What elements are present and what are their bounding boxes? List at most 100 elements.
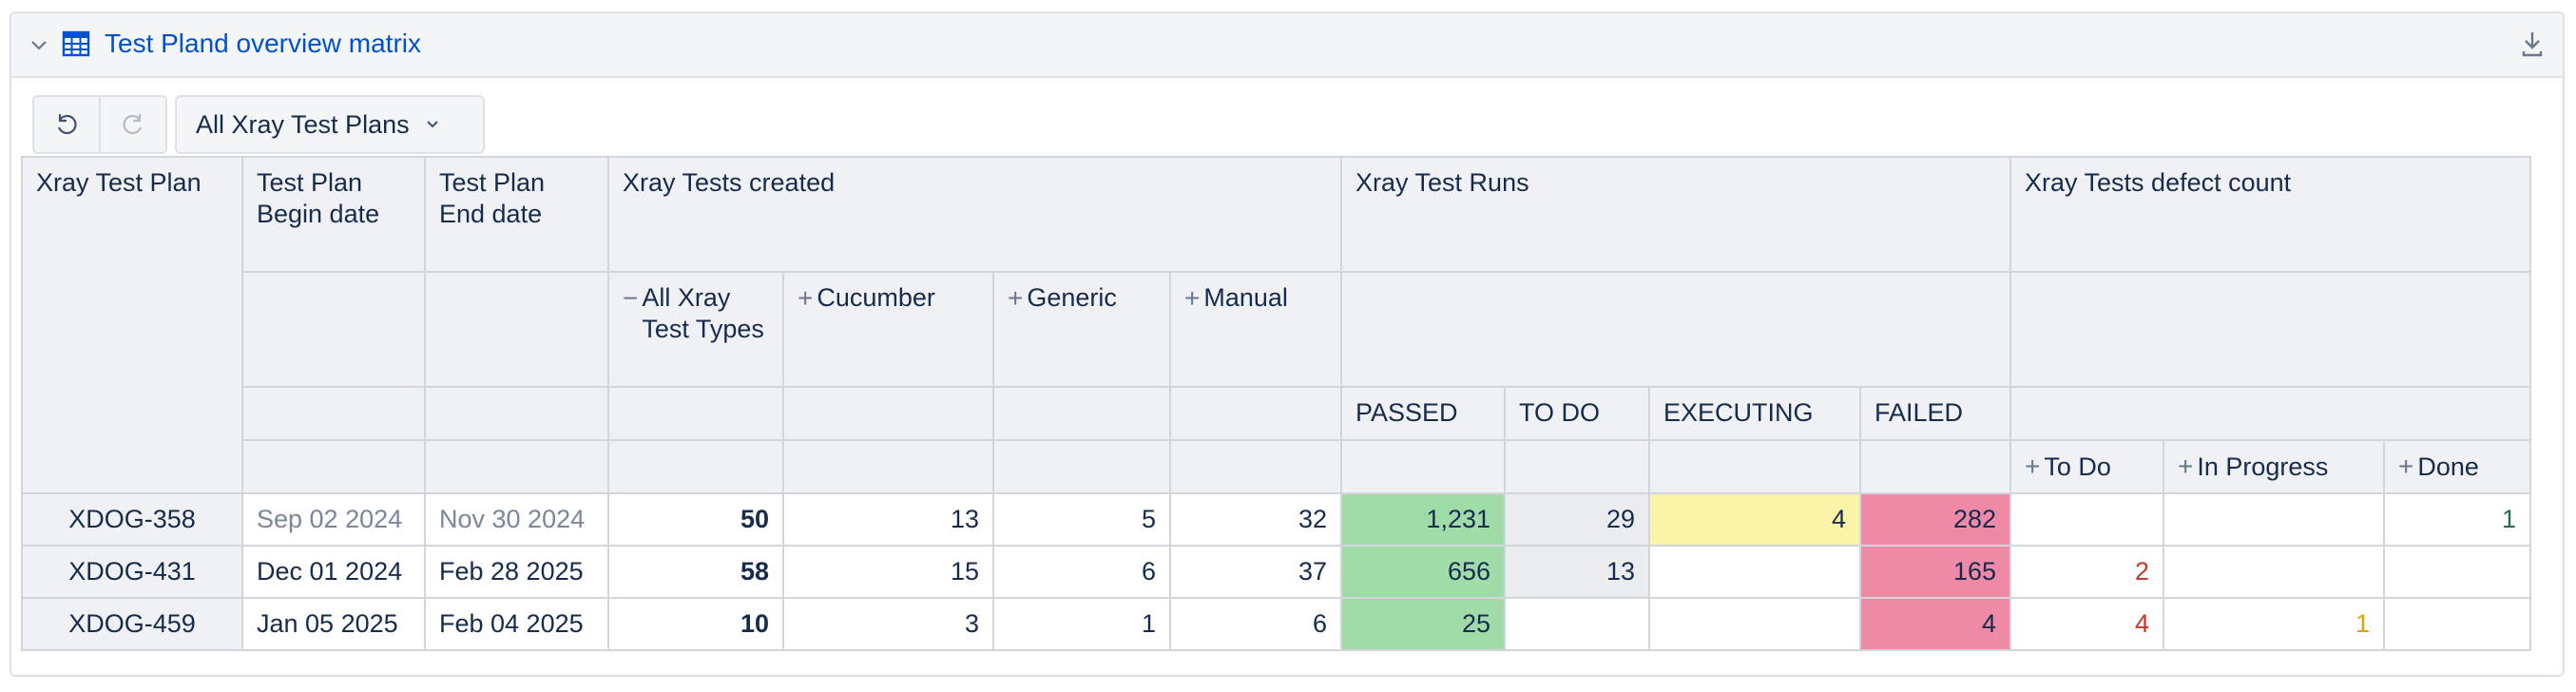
col-header-plan[interactable]: Xray Test Plan: [21, 156, 243, 494]
all-types-cell[interactable]: 10: [607, 597, 784, 651]
empty-header-cell: [241, 439, 426, 494]
col-header-defect-done[interactable]: + Done: [2383, 439, 2531, 494]
todo-cell[interactable]: 29: [1504, 492, 1650, 547]
end-date-cell: Nov 30 2024: [424, 492, 609, 547]
expand-toggle[interactable]: +: [1008, 283, 1024, 313]
empty-header-cell: [241, 386, 426, 441]
chevron-down-icon[interactable]: [29, 34, 49, 55]
col-header-executing[interactable]: EXECUTING: [1648, 386, 1861, 441]
passed-cell[interactable]: 25: [1340, 597, 1506, 651]
empty-header-cell: [1859, 439, 2011, 494]
plan-key-cell[interactable]: XDOG-431: [21, 545, 243, 599]
col-header-tests-created[interactable]: Xray Tests created: [607, 156, 1342, 273]
generic-cell[interactable]: 1: [992, 597, 1171, 651]
empty-header-cell: [607, 439, 784, 494]
col-header-defect-count[interactable]: Xray Tests defect count: [2009, 156, 2531, 273]
cucumber-cell[interactable]: 15: [782, 545, 994, 599]
empty-header-cell: [782, 386, 994, 441]
failed-cell[interactable]: 165: [1859, 545, 2011, 599]
defect-done-cell[interactable]: 1: [2383, 492, 2531, 547]
cucumber-cell[interactable]: 13: [782, 492, 994, 547]
col-header-passed[interactable]: PASSED: [1340, 386, 1506, 441]
executing-cell[interactable]: [1648, 545, 1861, 599]
begin-date-cell: Sep 02 2024: [241, 492, 426, 547]
todo-cell[interactable]: [1504, 597, 1650, 651]
undo-button[interactable]: [34, 97, 99, 152]
all-types-cell[interactable]: 58: [607, 545, 784, 599]
redo-icon: [123, 114, 143, 135]
expand-toggle[interactable]: +: [2025, 452, 2041, 481]
empty-header-cell: [1169, 439, 1342, 494]
end-date-cell: Feb 28 2025: [424, 545, 609, 599]
generic-cell[interactable]: 6: [992, 545, 1171, 599]
empty-header-cell: [1340, 439, 1506, 494]
manual-cell[interactable]: 32: [1169, 492, 1342, 547]
manual-cell[interactable]: 6: [1169, 597, 1342, 651]
empty-header-cell: [424, 439, 609, 494]
empty-header-cell: [424, 271, 609, 388]
end-date-cell: Feb 04 2025: [424, 597, 609, 651]
todo-cell[interactable]: 13: [1504, 545, 1650, 599]
plan-filter-select[interactable]: All Xray Test Plans: [175, 95, 485, 154]
all-types-cell[interactable]: 50: [607, 492, 784, 547]
col-header-failed[interactable]: FAILED: [1859, 386, 2011, 441]
empty-header-cell: [992, 439, 1171, 494]
panel-title[interactable]: Test Pland overview matrix: [105, 29, 422, 58]
overview-matrix-table: Xray Test Plan Test Plan Begin date Test…: [21, 156, 2531, 651]
defect-inprogress-cell[interactable]: [2163, 545, 2385, 599]
empty-header-cell: [1169, 386, 1342, 441]
col-header-cucumber[interactable]: + Cucumber: [782, 271, 994, 388]
empty-header-cell: [607, 386, 784, 441]
table-row: XDOG-358 Sep 02 2024 Nov 30 2024 50 13 5…: [21, 492, 2531, 547]
col-header-all-test-types[interactable]: − All Xray Test Types: [607, 271, 784, 388]
failed-cell[interactable]: 4: [1859, 597, 2011, 651]
cucumber-cell[interactable]: 3: [782, 597, 994, 651]
expand-toggle[interactable]: +: [1184, 283, 1201, 313]
defect-done-cell[interactable]: [2383, 545, 2531, 599]
manual-cell[interactable]: 37: [1169, 545, 1342, 599]
undo-icon: [57, 114, 77, 135]
begin-date-cell: Dec 01 2024: [241, 545, 426, 599]
passed-cell[interactable]: 1,231: [1340, 492, 1506, 547]
empty-header-cell: [2009, 271, 2531, 388]
plan-key-cell[interactable]: XDOG-358: [21, 492, 243, 547]
expand-toggle[interactable]: +: [798, 283, 814, 313]
empty-header-cell: [1340, 271, 2011, 388]
defect-todo-cell[interactable]: 4: [2009, 597, 2164, 651]
expand-toggle[interactable]: +: [2398, 452, 2414, 481]
defect-todo-cell[interactable]: [2009, 492, 2164, 547]
col-header-test-runs[interactable]: Xray Test Runs: [1340, 156, 2011, 273]
col-header-end-date[interactable]: Test Plan End date: [424, 156, 609, 273]
col-header-defect-to-do[interactable]: + To Do: [2009, 439, 2164, 494]
empty-header-cell: [2009, 386, 2531, 441]
empty-header-cell: [241, 271, 426, 388]
defect-done-cell[interactable]: [2383, 597, 2531, 651]
passed-cell[interactable]: 656: [1340, 545, 1506, 599]
plan-key-cell[interactable]: XDOG-459: [21, 597, 243, 651]
redo-button[interactable]: [99, 97, 165, 152]
download-icon[interactable]: [2519, 29, 2546, 59]
defect-todo-cell[interactable]: 2: [2009, 545, 2164, 599]
panel-header: Test Pland overview matrix: [11, 13, 2563, 78]
begin-date-cell: Jan 05 2025: [241, 597, 426, 651]
plan-filter-label: All Xray Test Plans: [196, 109, 410, 139]
col-header-to-do[interactable]: TO DO: [1504, 386, 1650, 441]
defect-inprogress-cell[interactable]: [2163, 492, 2385, 547]
executing-cell[interactable]: [1648, 597, 1861, 651]
history-buttons: [32, 95, 167, 154]
empty-header-cell: [1648, 439, 1861, 494]
col-header-generic[interactable]: + Generic: [992, 271, 1171, 388]
col-header-begin-date[interactable]: Test Plan Begin date: [241, 156, 426, 273]
table-row: XDOG-431 Dec 01 2024 Feb 28 2025 58 15 6…: [21, 545, 2531, 599]
executing-cell[interactable]: 4: [1648, 492, 1861, 547]
failed-cell[interactable]: 282: [1859, 492, 2011, 547]
col-header-manual[interactable]: + Manual: [1169, 271, 1342, 388]
defect-inprogress-cell[interactable]: 1: [2163, 597, 2385, 651]
col-header-defect-in-progress[interactable]: + In Progress: [2163, 439, 2385, 494]
empty-header-cell: [424, 386, 609, 441]
collapse-toggle[interactable]: −: [623, 283, 639, 313]
chevron-down-icon: [426, 121, 438, 128]
table-grid-icon: [62, 30, 90, 57]
generic-cell[interactable]: 5: [992, 492, 1171, 547]
expand-toggle[interactable]: +: [2178, 452, 2194, 481]
